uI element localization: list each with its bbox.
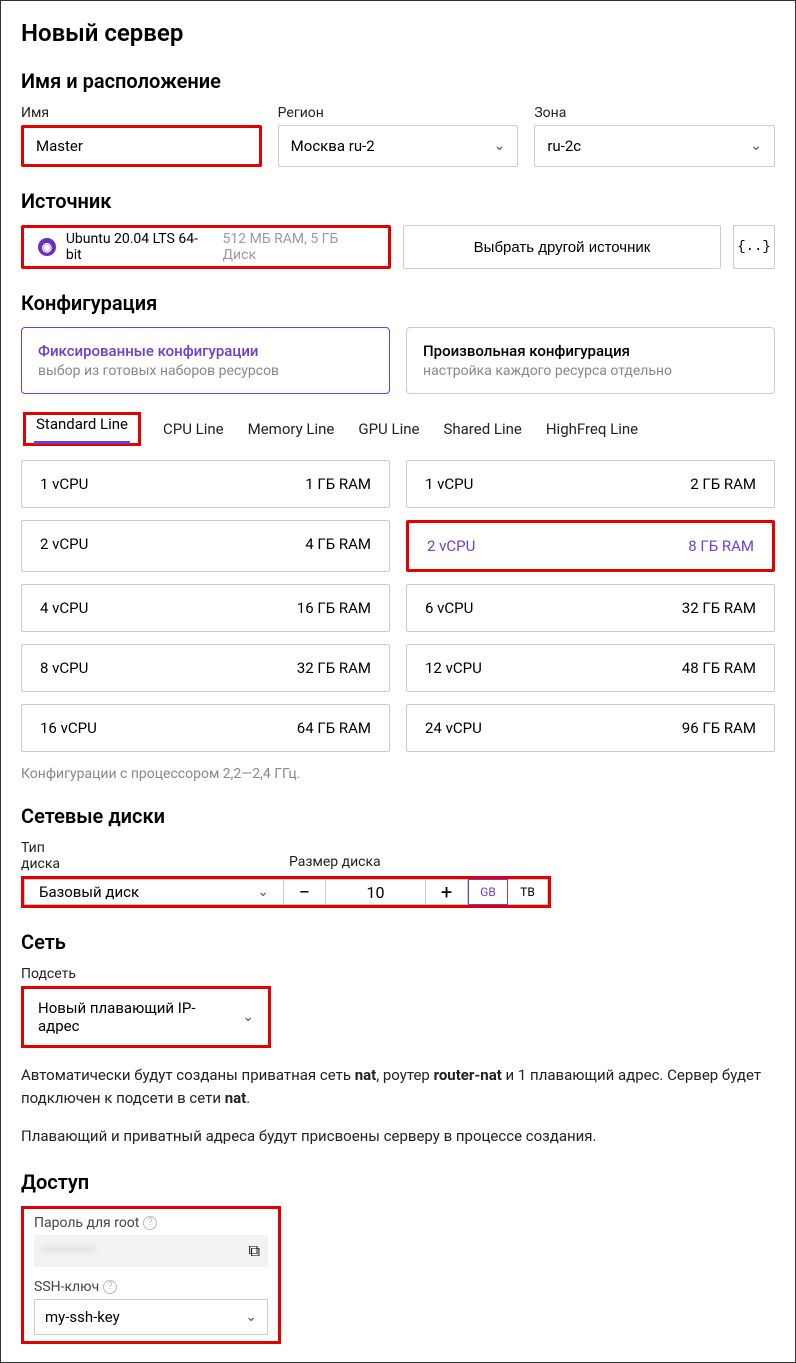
chevron-down-icon: ⌄: [245, 1309, 257, 1325]
tab-gpu-line[interactable]: GPU Line: [356, 412, 421, 446]
subnet-select[interactable]: Новый плавающий IP-адрес ⌄: [24, 989, 268, 1045]
name-input[interactable]: Master: [21, 125, 262, 167]
config-option[interactable]: 2 vCPU 8 ГБ RAM: [406, 520, 775, 572]
config-ram: 48 ГБ RAM: [682, 659, 756, 677]
config-option[interactable]: 24 vCPU 96 ГБ RAM: [406, 704, 775, 752]
config-cpu: 4 vCPU: [40, 599, 88, 617]
os-name: Ubuntu 20.04 LTS 64-bit: [66, 231, 213, 263]
disk-type-select[interactable]: Базовый диск ⌄: [24, 879, 284, 905]
chevron-down-icon: ⌄: [750, 138, 762, 154]
tab-shared-line[interactable]: Shared Line: [441, 412, 523, 446]
help-icon[interactable]: ?: [103, 1280, 117, 1294]
disk-type-value: Базовый диск: [39, 883, 139, 901]
custom-config-title: Произвольная конфигурация: [423, 342, 758, 360]
zone-value: ru-2c: [547, 137, 581, 155]
network-info-2: Плавающий и приватный адреса будут присв…: [21, 1125, 775, 1148]
fixed-config-sub: выбор из готовых наборов ресурсов: [38, 363, 373, 379]
subnet-value: Новый плавающий IP-адрес: [38, 999, 230, 1035]
config-option[interactable]: 1 vCPU 1 ГБ RAM: [21, 460, 390, 508]
source-selected[interactable]: ◉ Ubuntu 20.04 LTS 64-bit 512 МБ RAM, 5 …: [21, 225, 391, 269]
config-cpu: 16 vCPU: [40, 719, 97, 737]
unit-gb-button[interactable]: GB: [468, 879, 508, 905]
password-label: Пароль для root ?: [34, 1215, 268, 1231]
name-label: Имя: [21, 105, 262, 121]
unit-tb-button[interactable]: ТВ: [508, 879, 548, 905]
config-hint: Конфигурации с процессором 2,2—2,4 ГГц.: [21, 766, 775, 782]
region-value: Москва ru-2: [291, 137, 375, 155]
region-select[interactable]: Москва ru-2 ⌄: [278, 125, 519, 167]
chevron-down-icon: ⌄: [257, 884, 269, 900]
config-cpu: 8 vCPU: [40, 659, 88, 677]
zone-label: Зона: [534, 105, 775, 121]
disk-size-label: Размер диска: [289, 854, 381, 870]
chevron-down-icon: ⌄: [494, 138, 506, 154]
custom-config-card[interactable]: Произвольная конфигурация настройка кажд…: [406, 327, 775, 394]
config-cpu: 24 vCPU: [425, 719, 482, 737]
section-source: Источник: [21, 189, 775, 213]
disk-type-label: Тип диска: [21, 840, 60, 872]
config-option[interactable]: 8 vCPU 32 ГБ RAM: [21, 644, 390, 692]
config-ram: 64 ГБ RAM: [297, 719, 371, 737]
config-option[interactable]: 2 vCPU 4 ГБ RAM: [21, 520, 390, 572]
tab-cpu-line[interactable]: CPU Line: [161, 412, 226, 446]
config-cpu: 2 vCPU: [427, 537, 475, 555]
password-field: •••••••••• ⧉: [34, 1235, 268, 1267]
config-ram: 1 ГБ RAM: [305, 475, 371, 493]
config-ram: 2 ГБ RAM: [690, 475, 756, 493]
help-icon[interactable]: ?: [143, 1216, 157, 1230]
config-option[interactable]: 12 vCPU 48 ГБ RAM: [406, 644, 775, 692]
config-ram: 8 ГБ RAM: [688, 537, 754, 555]
config-ram: 16 ГБ RAM: [297, 599, 371, 617]
ssh-key-value: my-ssh-key: [45, 1308, 120, 1326]
code-button[interactable]: {..}: [733, 225, 775, 269]
section-config: Конфигурация: [21, 291, 775, 315]
choose-other-source-button[interactable]: Выбрать другой источник: [403, 225, 721, 269]
tab-highfreq-line[interactable]: HighFreq Line: [544, 412, 640, 446]
config-ram: 4 ГБ RAM: [305, 535, 371, 557]
section-disks: Сетевые диски: [21, 804, 775, 828]
os-specs: 512 МБ RAM, 5 ГБ Диск: [223, 231, 374, 263]
section-access: Доступ: [21, 1170, 775, 1194]
fixed-config-card[interactable]: Фиксированные конфигурации выбор из гото…: [21, 327, 390, 394]
zone-select[interactable]: ru-2c ⌄: [534, 125, 775, 167]
disk-size-value[interactable]: 10: [326, 879, 426, 905]
fixed-config-title: Фиксированные конфигурации: [38, 342, 373, 360]
chevron-down-icon: ⌄: [242, 1009, 254, 1025]
config-cpu: 1 vCPU: [425, 475, 473, 493]
name-value: Master: [36, 137, 83, 155]
network-info-1: Автоматически будут созданы приватная се…: [21, 1064, 775, 1109]
page-title: Новый сервер: [21, 19, 775, 47]
config-ram: 96 ГБ RAM: [682, 719, 756, 737]
config-cpu: 6 vCPU: [425, 599, 473, 617]
config-cpu: 12 vCPU: [425, 659, 482, 677]
tab-memory-line[interactable]: Memory Line: [246, 412, 337, 446]
subnet-label: Подсеть: [21, 966, 775, 982]
password-masked: ••••••••••: [42, 1243, 96, 1258]
custom-config-sub: настройка каждого ресурса отдельно: [423, 363, 758, 379]
copy-icon[interactable]: ⧉: [249, 1241, 260, 1261]
config-cpu: 2 vCPU: [40, 535, 88, 557]
ssh-key-select[interactable]: my-ssh-key ⌄: [34, 1299, 268, 1335]
disk-size-increment[interactable]: +: [426, 879, 468, 905]
config-option[interactable]: 4 vCPU 16 ГБ RAM: [21, 584, 390, 632]
ubuntu-icon: ◉: [38, 238, 56, 256]
region-label: Регион: [278, 105, 519, 121]
config-ram: 32 ГБ RAM: [682, 599, 756, 617]
config-option[interactable]: 16 vCPU 64 ГБ RAM: [21, 704, 390, 752]
config-option[interactable]: 1 vCPU 2 ГБ RAM: [406, 460, 775, 508]
config-cpu: 1 vCPU: [40, 475, 88, 493]
config-ram: 32 ГБ RAM: [297, 659, 371, 677]
section-network: Сеть: [21, 930, 775, 954]
config-option[interactable]: 6 vCPU 32 ГБ RAM: [406, 584, 775, 632]
section-name-location: Имя и расположение: [21, 69, 775, 93]
tab-standard-line[interactable]: Standard Line: [34, 407, 130, 444]
disk-size-decrement[interactable]: −: [284, 879, 326, 905]
ssh-label: SSH-ключ ?: [34, 1279, 268, 1295]
